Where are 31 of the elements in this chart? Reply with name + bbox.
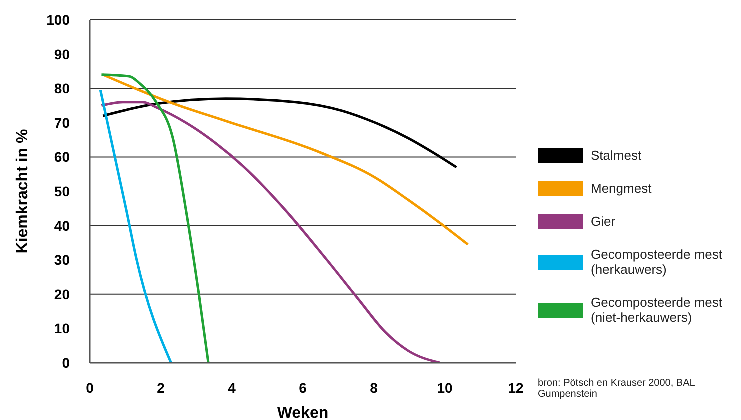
y-tick-label: 10 (54, 320, 70, 337)
y-tick-label: 20 (54, 286, 70, 302)
line-series (99, 89, 173, 363)
text: bron: Pötsch en Krauser 2000, BAL Gumpenstein (538, 378, 696, 400)
y-axis-title: Kiemkracht in % (14, 129, 32, 254)
x-tick-label: 4 (228, 380, 236, 396)
line-series (102, 98, 458, 169)
legend-label: Mengmest (591, 181, 653, 196)
y-tick-label: 80 (54, 80, 70, 97)
x-tick-label: 8 (370, 380, 378, 396)
y-tick-label: 60 (54, 149, 70, 166)
x-axis-title: Weken (277, 405, 329, 420)
legend-label: Gecomposteerde mest (niet-herkauwers) (591, 295, 724, 325)
y-tick-label: 40 (54, 218, 70, 234)
y-tick-label: 0 (62, 354, 70, 371)
y-tick-label: 90 (54, 46, 70, 62)
x-tick-label: 6 (299, 380, 308, 396)
y-tick-label: 30 (54, 252, 70, 268)
x-tick-label: 2 (157, 380, 166, 396)
x-tick-label: 12 (508, 380, 524, 396)
y-tick-label: 70 (54, 114, 70, 131)
y-tick-label: 100 (46, 12, 70, 28)
x-tick-label: 0 (86, 380, 94, 396)
legend-label: Gecomposteerde mest (herkauwers) (591, 247, 724, 277)
y-tick-label: 50 (54, 183, 70, 200)
x-tick-label: 10 (437, 380, 453, 396)
line-series (102, 74, 470, 246)
legend-label: Gier (591, 214, 617, 229)
line-series (100, 101, 442, 363)
legend-label: Stalmest (591, 148, 643, 163)
line-series (100, 74, 210, 363)
